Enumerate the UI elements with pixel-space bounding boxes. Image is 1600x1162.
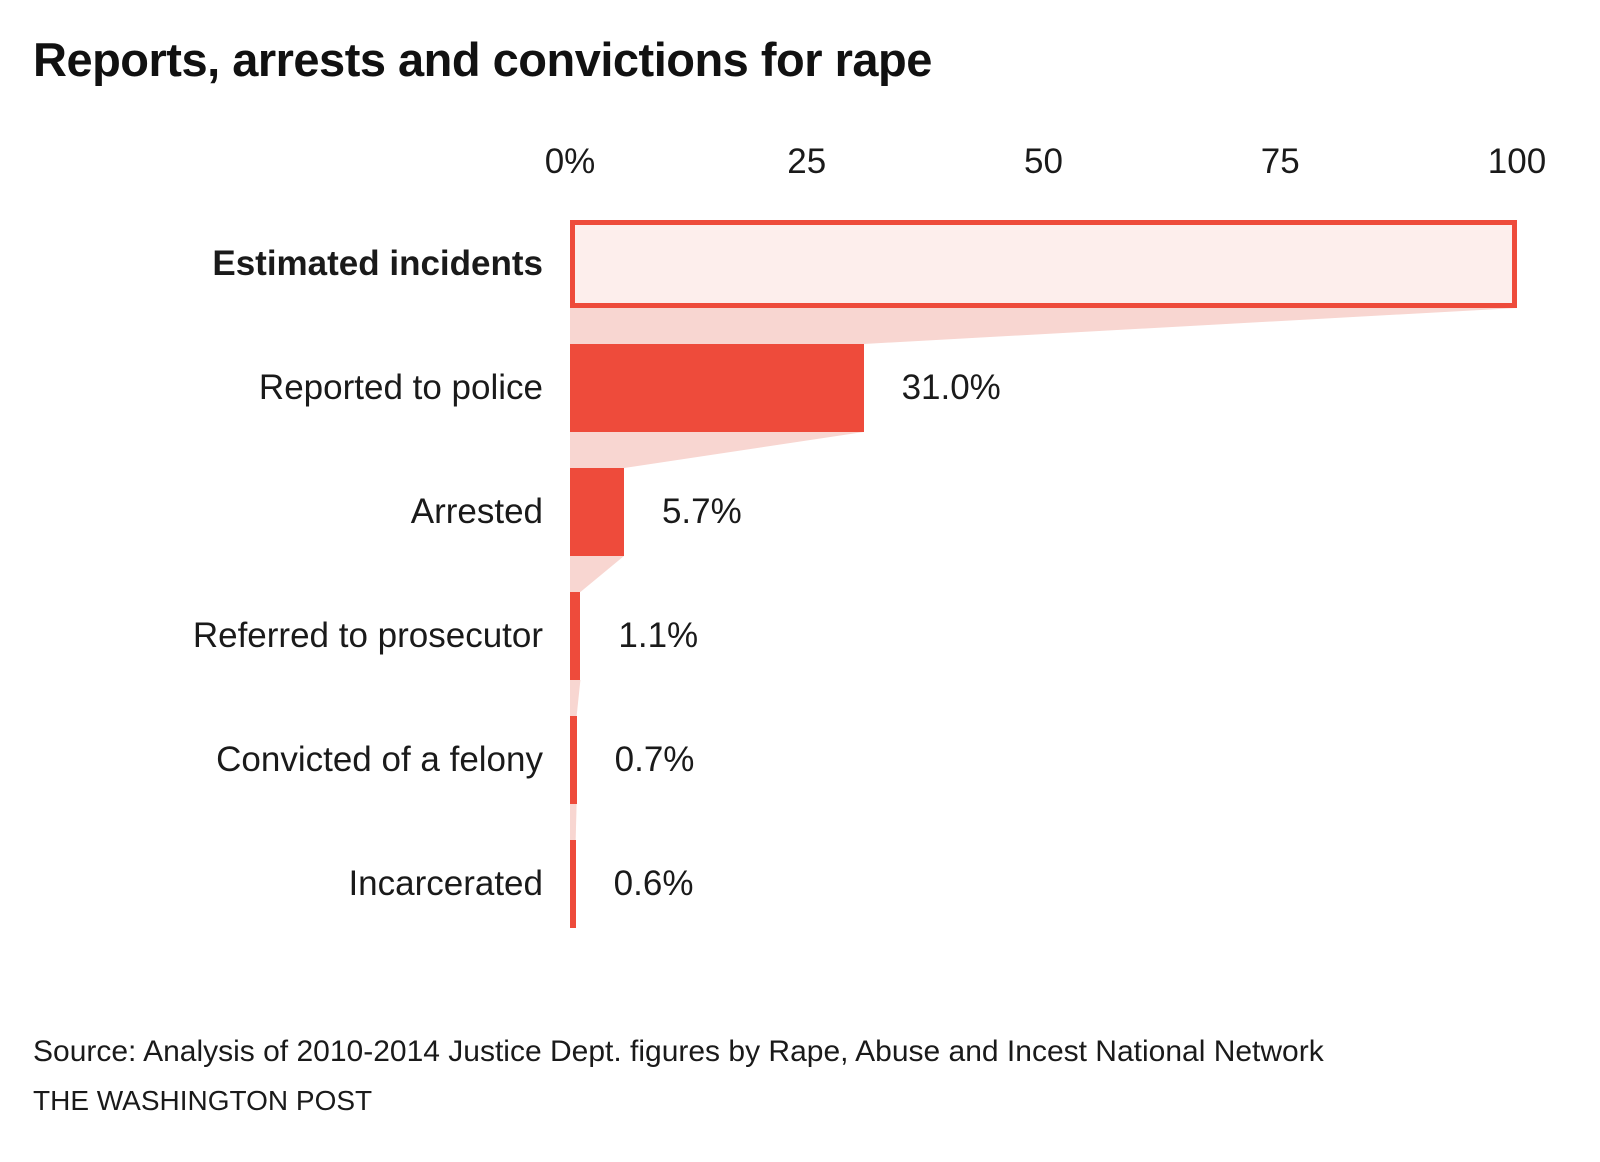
category-label: Referred to prosecutor xyxy=(192,616,543,655)
axis-tick: 100 xyxy=(1487,142,1547,181)
axis-tick: 75 xyxy=(1260,142,1300,181)
bar-track: 31.0% xyxy=(570,344,1517,432)
axis-tick: 50 xyxy=(1024,142,1063,181)
bar-row: Estimated incidents xyxy=(33,220,1517,308)
connector-spacer xyxy=(33,804,570,840)
funnel-connector-row xyxy=(33,556,1517,592)
bar-rows: Estimated incidents Reported to police 31.… xyxy=(33,220,1517,928)
funnel-connector-row xyxy=(33,308,1517,344)
credit-line: THE WASHINGTON POST xyxy=(33,1085,373,1116)
bar-row: Arrested 5.7% xyxy=(33,468,1517,556)
axis-tick: 25 xyxy=(787,142,827,181)
bar-reported-to-police xyxy=(570,344,864,432)
bar-row: Incarcerated 0.6% xyxy=(33,840,1517,928)
value-label: 31.0% xyxy=(901,368,1001,407)
funnel-connector xyxy=(570,680,581,716)
chart-title: Reports, arrests and convictions for rap… xyxy=(33,33,932,86)
value-label: 0.6% xyxy=(613,864,694,903)
x-axis: 0% 25 50 75 100 xyxy=(545,142,1547,181)
axis-label-spacer xyxy=(33,143,570,220)
category-label: Estimated incidents xyxy=(212,244,543,283)
funnel-connector xyxy=(570,432,864,468)
connector-spacer xyxy=(33,556,570,592)
bar-track xyxy=(570,220,1517,308)
value-label: 0.7% xyxy=(614,740,695,779)
connector-spacer xyxy=(33,680,570,716)
connector-track xyxy=(570,308,1517,344)
connector-track xyxy=(570,680,1517,716)
funnel-connector xyxy=(570,308,1517,344)
bar-convicted-of-a-felony xyxy=(570,716,577,804)
funnel-connector-row xyxy=(33,680,1517,716)
bar-incarcerated xyxy=(570,840,576,928)
connector-spacer xyxy=(33,308,570,344)
funnel-connector-row xyxy=(33,432,1517,468)
bar-referred-to-prosecutor xyxy=(570,592,581,680)
funnel-connector xyxy=(570,556,624,592)
connector-track xyxy=(570,556,1517,592)
funnel-chart: 0% 25 50 75 100 Estimated incidents Reported … xyxy=(33,142,1547,928)
funnel-connector xyxy=(570,804,577,840)
bar-estimated-incidents xyxy=(570,220,1517,308)
bar-arrested xyxy=(570,468,624,556)
category-label: Convicted of a felony xyxy=(216,740,543,779)
source-block: Source: Analysis of 2010-2014 Justice De… xyxy=(33,1034,1517,1118)
bar-track: 0.7% xyxy=(570,716,1517,804)
category-label: Reported to police xyxy=(258,368,543,407)
x-axis-row: 0% 25 50 75 100 xyxy=(33,142,1547,220)
value-label: 1.1% xyxy=(618,616,699,655)
connector-track xyxy=(570,804,1517,840)
connector-spacer xyxy=(33,432,570,468)
bar-track: 5.7% xyxy=(570,468,1517,556)
bar-row: Reported to police 31.0% xyxy=(33,344,1517,432)
axis-tick: 0% xyxy=(544,142,596,181)
bar-row: Referred to prosecutor 1.1% xyxy=(33,592,1517,680)
bar-track: 0.6% xyxy=(570,840,1517,928)
connector-track xyxy=(570,432,1517,468)
bar-track: 1.1% xyxy=(570,592,1517,680)
funnel-connector-row xyxy=(33,804,1517,840)
value-label: 5.7% xyxy=(661,492,742,531)
source-line: Source: Analysis of 2010-2014 Justice De… xyxy=(33,1035,1324,1068)
category-label: Arrested xyxy=(410,492,543,531)
bar-row: Convicted of a felony 0.7% xyxy=(33,716,1517,804)
category-label: Incarcerated xyxy=(348,864,543,903)
